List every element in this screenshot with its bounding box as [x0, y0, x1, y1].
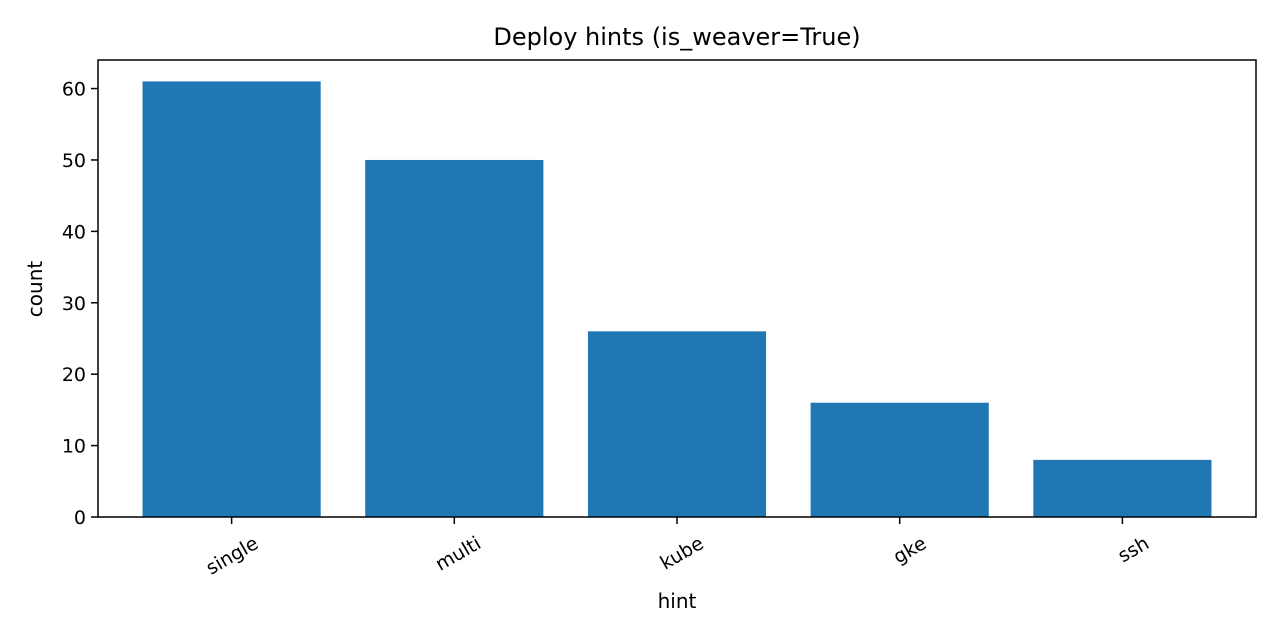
y-tick-label: 40: [62, 221, 86, 243]
bar-gke: [810, 402, 989, 517]
y-tick-label: 10: [62, 436, 86, 458]
y-axis-label: count: [23, 261, 47, 318]
x-tick-label: ssh: [1114, 532, 1153, 567]
bar-ssh: [1033, 459, 1212, 517]
bar-single: [142, 81, 321, 517]
bar-multi: [365, 159, 544, 517]
y-tick-label: 0: [74, 507, 86, 529]
y-tick-label: 50: [62, 150, 86, 172]
chart-title: Deploy hints (is_weaver=True): [493, 23, 860, 51]
y-axis-ticks: 0 10 20 30 40 50 60: [62, 79, 98, 529]
y-tick-label: 30: [62, 293, 86, 315]
x-tick-label: kube: [656, 532, 707, 574]
bar-kube: [587, 331, 767, 517]
x-tick-label: gke: [890, 532, 931, 568]
x-tick-label: multi: [432, 532, 485, 575]
y-tick-label: 60: [62, 79, 86, 101]
plot-frame: [97, 59, 1257, 518]
x-axis-label: hint: [658, 589, 697, 613]
bars-group: [142, 81, 1212, 517]
y-tick-label: 20: [62, 364, 86, 386]
x-tick-label: single: [202, 532, 262, 579]
x-axis-ticks: single multi kube gke ssh: [202, 517, 1153, 579]
